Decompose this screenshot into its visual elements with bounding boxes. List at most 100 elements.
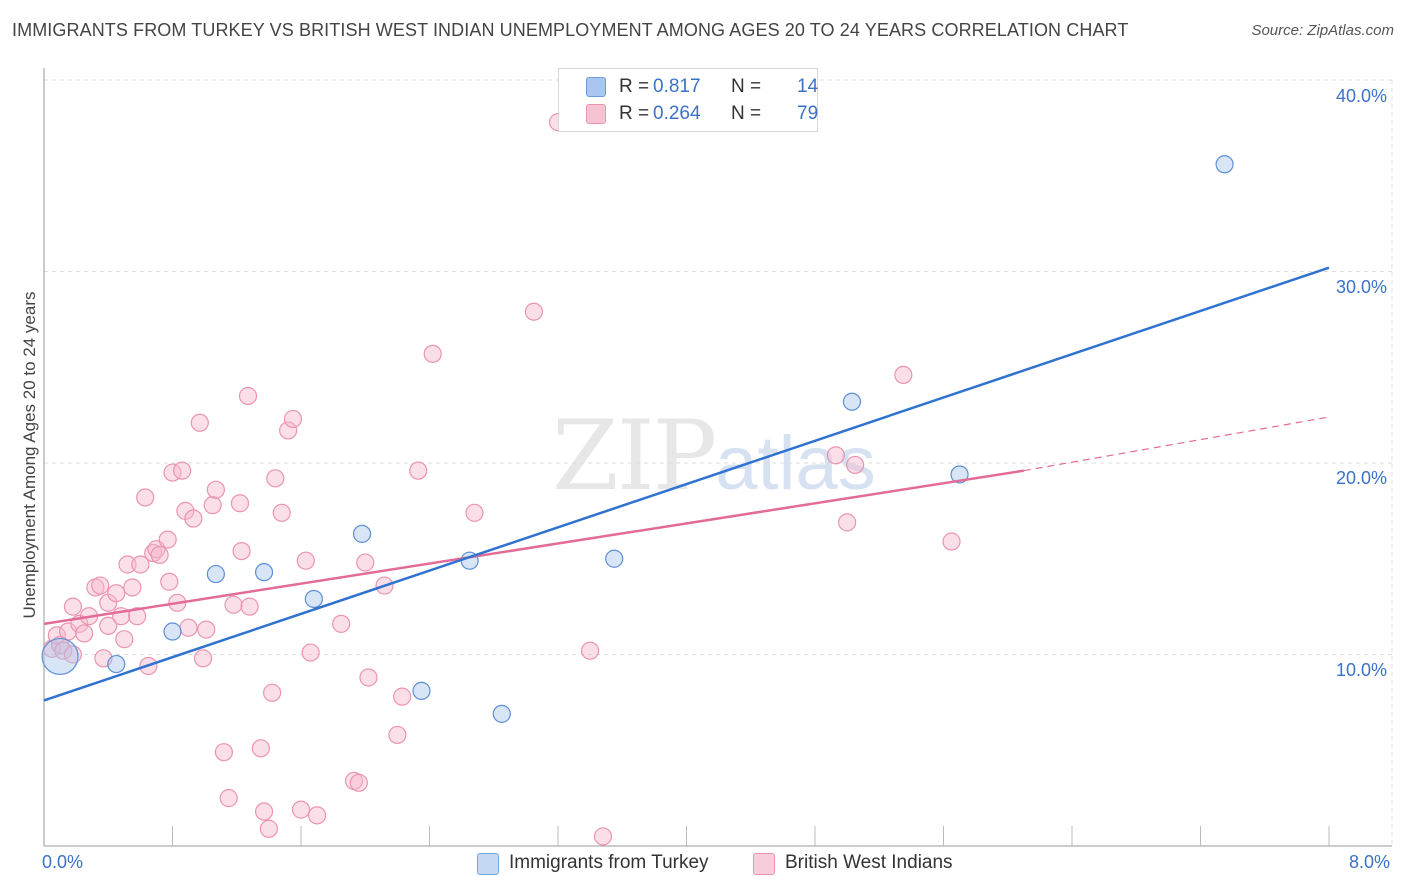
watermark: ZIPatlas <box>552 400 876 512</box>
bwi-point-28 <box>160 572 179 591</box>
bwi-point-47 <box>251 739 270 758</box>
bwi-point-74 <box>826 446 845 465</box>
bwi-point-37 <box>197 620 216 639</box>
bwi-point-17 <box>115 630 134 649</box>
bwi-point-18 <box>118 555 137 574</box>
turkey-point-1 <box>107 654 126 674</box>
turkey-point-3 <box>206 564 225 584</box>
bwi-point-63 <box>359 668 378 687</box>
source-credit: Source: ZipAtlas.com <box>1251 22 1394 39</box>
bwi-point-54 <box>283 409 303 429</box>
bwi-point-68 <box>423 344 442 363</box>
bwi-point-53 <box>279 421 298 440</box>
bwi-point-72 <box>581 641 600 660</box>
bwi-point-13 <box>99 616 118 635</box>
bwi-point-59 <box>332 614 351 633</box>
bwi-point-43 <box>230 494 250 513</box>
axes <box>43 68 1392 847</box>
bwi-point-3 <box>54 641 73 660</box>
turkey-point-4 <box>254 563 274 582</box>
legend-r-label: R = <box>619 103 650 124</box>
legend-turkey-r: 0.817 <box>653 76 701 97</box>
grid-lines <box>44 79 1393 846</box>
turkey-point-10 <box>605 549 624 568</box>
bwi-point-34 <box>184 509 203 528</box>
bwi-point-46 <box>240 597 259 616</box>
bwi-point-36 <box>193 649 213 668</box>
bwi-trend-line <box>43 469 1025 626</box>
bwi-point-33 <box>179 618 198 637</box>
legend-turkey-n: 14 <box>797 76 819 97</box>
bwi-point-56 <box>296 551 315 570</box>
bwi-point-45 <box>238 386 258 406</box>
bwi-points <box>42 113 961 846</box>
x-tick-label-min: 0.0% <box>42 852 84 872</box>
turkey-point-11 <box>842 392 862 411</box>
y-tick-label-30: 30.0% <box>1336 277 1388 297</box>
y-axis-label: Unemployment Among Ages 20 to 24 years <box>20 291 39 619</box>
bwi-point-22 <box>136 488 155 507</box>
bwi-point-39 <box>206 480 225 499</box>
bwi-point-50 <box>262 683 282 702</box>
bwi-point-19 <box>123 578 142 597</box>
legend-bwi-n: 79 <box>797 103 819 124</box>
turkey-point-9 <box>492 704 511 723</box>
turkey-trend-line <box>43 266 1330 702</box>
bwi-point-67 <box>409 461 428 480</box>
turkey-point-2 <box>163 622 182 641</box>
bwi-point-27 <box>158 530 177 549</box>
bwi-point-2 <box>50 635 70 655</box>
turkey-point-12 <box>950 465 969 484</box>
x-tick-label-max: 8.0% <box>1349 852 1391 872</box>
bwi-point-41 <box>219 789 238 808</box>
bwi-point-44 <box>232 541 251 561</box>
bwi-point-49 <box>259 819 278 838</box>
bwi-point-57 <box>301 643 320 662</box>
legend-swatch-bwi <box>586 104 606 124</box>
bwi-point-75 <box>838 513 857 532</box>
bwi-point-70 <box>524 302 544 321</box>
bwi-point-8 <box>75 624 94 643</box>
chart-title: IMMIGRANTS FROM TURKEY VS BRITISH WEST I… <box>12 20 1129 40</box>
bwi-point-78 <box>942 532 961 551</box>
bwi-point-48 <box>254 802 274 821</box>
bwi-point-69 <box>465 503 484 522</box>
bwi-point-15 <box>107 584 126 603</box>
bwi-point-73 <box>593 827 613 846</box>
legend-swatch-turkey <box>586 77 606 97</box>
legend-n-label: N = <box>731 103 762 124</box>
turkey-point-6 <box>352 524 372 543</box>
bwi-trend-extension <box>1023 416 1330 472</box>
legend-bwi-r: 0.264 <box>653 103 701 124</box>
bwi-point-26 <box>150 545 169 565</box>
bottom-legend-swatch-bwi <box>753 853 775 875</box>
bwi-point-55 <box>291 800 311 819</box>
legend-n-label: N = <box>731 76 762 97</box>
y-tick-label-10: 10.0% <box>1336 660 1388 680</box>
bwi-point-6 <box>63 597 83 616</box>
turkey-point-13 <box>1215 155 1234 174</box>
bottom-legend-label-turkey: Immigrants from Turkey <box>509 852 709 873</box>
bottom-legend-label-bwi: British West Indians <box>785 852 953 873</box>
bwi-point-65 <box>388 725 407 745</box>
bwi-point-58 <box>307 806 327 825</box>
bwi-point-35 <box>190 413 209 432</box>
bwi-point-61 <box>349 773 368 792</box>
bwi-point-20 <box>128 607 147 626</box>
bwi-point-51 <box>266 469 285 488</box>
legend-r-label: R = <box>619 76 650 97</box>
watermark-zip: ZIP <box>552 400 717 512</box>
bwi-point-31 <box>173 461 192 480</box>
turkey-point-0 <box>41 637 79 676</box>
bwi-point-76 <box>846 455 865 475</box>
correlation-legend: R = 0.817 N = 14 R = 0.264 N = 79 <box>558 68 818 132</box>
y-tick-label-40: 40.0% <box>1336 86 1388 106</box>
bwi-point-21 <box>131 555 150 574</box>
bottom-legend-swatch-turkey <box>477 853 499 875</box>
bwi-point-77 <box>894 365 913 385</box>
bwi-point-11 <box>91 576 110 595</box>
trend-lines <box>43 266 1330 702</box>
bwi-point-42 <box>224 595 243 614</box>
turkey-points <box>41 155 1234 723</box>
